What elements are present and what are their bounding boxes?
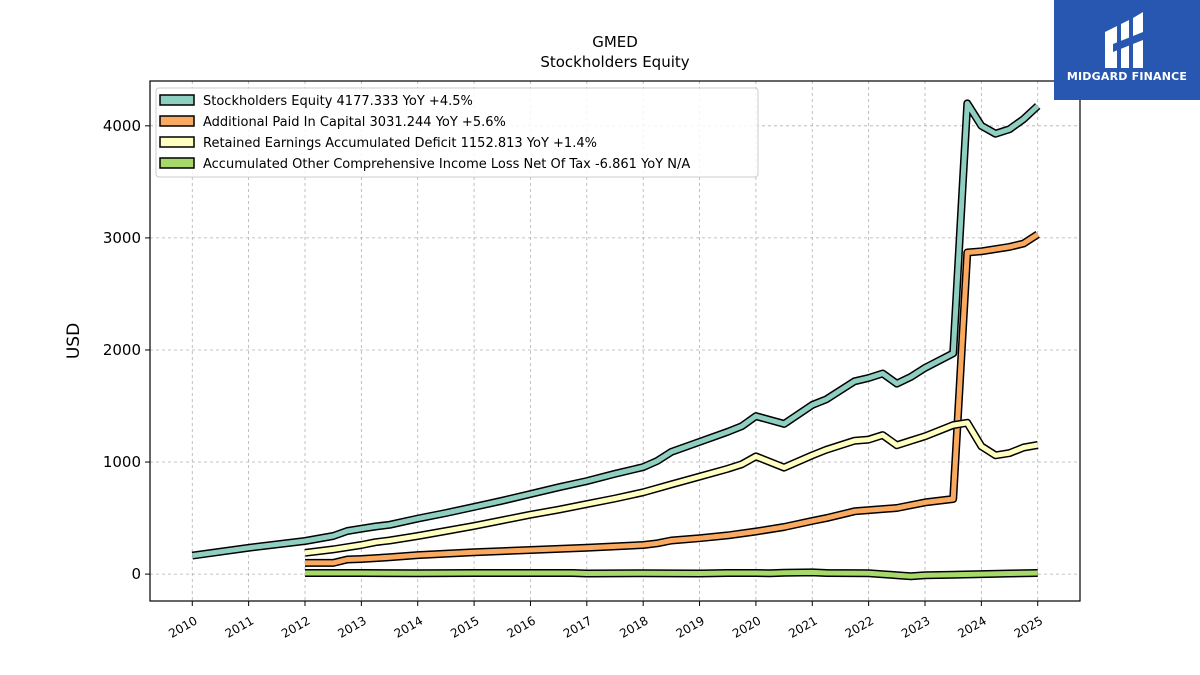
x-tick-label: 2021 (786, 613, 819, 640)
series-retained-earnings-outline (304, 418, 1039, 557)
y-tick-label: 3000 (103, 229, 141, 247)
series-additional-paid-in-capital-outline (305, 231, 1040, 567)
chart-title: GMED (592, 33, 638, 51)
x-tick-label: 2019 (674, 613, 707, 640)
x-tick-label: 2013 (335, 613, 368, 640)
series-stockholders-equity-line (191, 100, 1040, 559)
brand-name: MIDGARD FINANCE (1066, 70, 1188, 83)
x-tick-label: 2017 (561, 613, 594, 640)
x-tick-label: 2016 (505, 613, 538, 640)
legend-item-stockholders-equity-label: Stockholders Equity 4177.333 YoY +4.5% (203, 94, 473, 109)
legend-item-retained-earnings-swatch (159, 136, 195, 148)
midgard-logo-icon (1105, 12, 1143, 68)
legend-item-aoci-swatch (159, 157, 195, 169)
legend-item-retained-earnings-label: Retained Earnings Accumulated Deficit 11… (203, 136, 597, 151)
y-tick-label: 2000 (103, 341, 141, 359)
x-tick-label: 2018 (617, 613, 650, 640)
x-tick-label: 2012 (279, 613, 312, 640)
y-tick-label: 0 (131, 565, 141, 583)
x-tick-label: 2010 (166, 613, 199, 640)
y-tick-label: 1000 (103, 453, 141, 471)
brand-logo: MIDGARD FINANCE (1054, 0, 1200, 100)
y-axis-label: USD (64, 323, 84, 359)
x-tick-label: 2022 (843, 613, 876, 640)
x-tick-label: 2014 (392, 613, 425, 640)
legend-item-additional-paid-in-capital-label: Additional Paid In Capital 3031.244 YoY … (203, 115, 506, 130)
x-tick-label: 2015 (448, 613, 481, 640)
legend-box (155, 87, 759, 178)
legend-item-aoci-label: Accumulated Other Comprehensive Income L… (203, 157, 690, 172)
x-tick-label: 2011 (223, 613, 256, 640)
legend-item-additional-paid-in-capital-swatch (159, 115, 195, 127)
series-aoci-line (305, 569, 1038, 579)
series-lines (191, 99, 1041, 581)
series-additional-paid-in-capital-line (305, 232, 1040, 566)
series-retained-earnings-line (304, 420, 1039, 556)
x-tick-label: 2020 (730, 613, 763, 640)
legend-item-stockholders-equity-swatch (159, 94, 195, 106)
x-tick-label: 2024 (955, 613, 988, 640)
chart-subtitle: Stockholders Equity (540, 53, 689, 71)
legend: Stockholders Equity 4177.333 YoY +4.5% Ad… (155, 87, 759, 178)
x-tick-label: 2023 (899, 613, 932, 640)
plot-frame (149, 80, 1081, 602)
y-tick-label: 4000 (103, 117, 141, 135)
x-tick-label: 2025 (1012, 613, 1045, 640)
